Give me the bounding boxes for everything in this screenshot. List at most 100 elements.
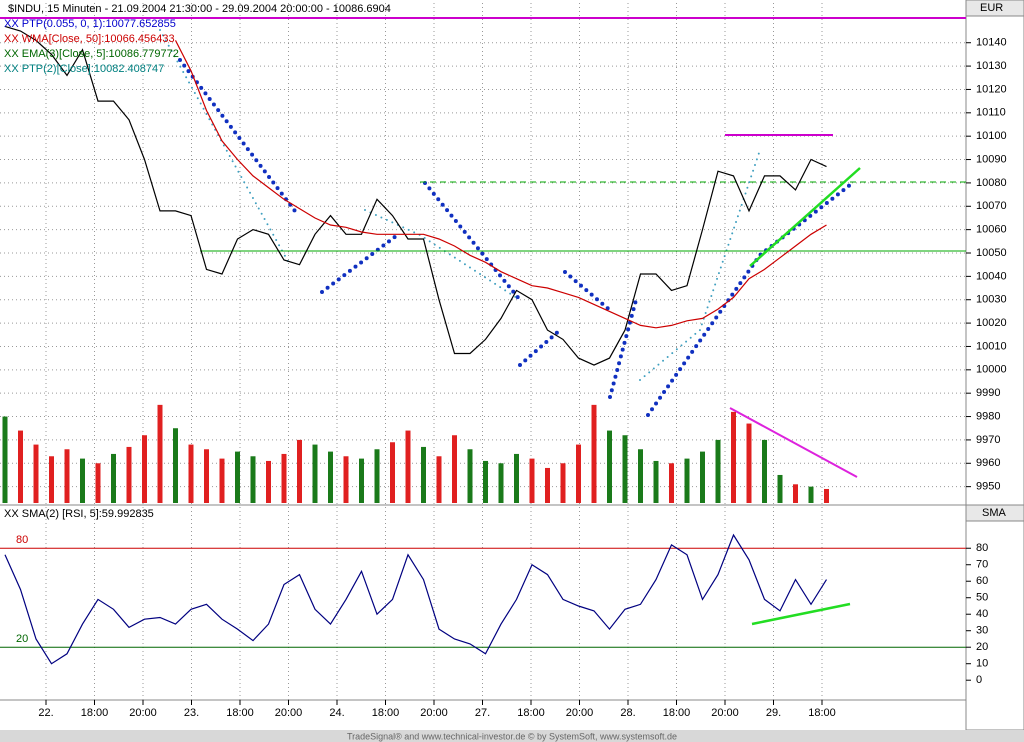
ptp-dots	[178, 58, 300, 217]
ptp2-dots	[364, 209, 521, 301]
volume-bar	[591, 404, 597, 503]
volume-bar	[297, 439, 302, 503]
y-tick-label: 10130	[976, 60, 1007, 72]
volume-bar	[762, 439, 767, 503]
series-line	[4, 25, 827, 366]
x-tick-label: 18:00	[81, 707, 109, 719]
volume-bar	[436, 456, 442, 503]
volume-bar	[746, 423, 752, 503]
volume-trend-line	[729, 407, 858, 478]
x-tick-label: 29.	[766, 707, 781, 719]
chart-header: $INDU, 15 Minuten - 21.09.2004 21:30:00 …	[8, 3, 391, 15]
y-tick-label: 9990	[976, 387, 1000, 399]
volume-bar	[405, 430, 411, 503]
volume-bar	[560, 463, 566, 503]
y-tick-label: 0	[976, 674, 982, 686]
volume-bar	[545, 467, 550, 503]
volume-bar	[18, 430, 23, 503]
volume-bar	[498, 463, 504, 503]
y-tick-label: 10010	[976, 340, 1007, 352]
volume-bar	[49, 456, 54, 503]
volume-bar	[483, 460, 488, 503]
x-tick-label: 20:00	[420, 707, 448, 719]
y-tick-label: 9970	[976, 434, 1000, 446]
ptp-dots	[159, 29, 852, 417]
y-tick-label: 80	[976, 542, 988, 554]
unit-box	[965, 0, 1024, 17]
volume-bar	[281, 453, 287, 503]
y-tick-label: 9950	[976, 481, 1000, 493]
trend-line	[749, 167, 861, 267]
series-line	[174, 40, 827, 329]
x-tick-label: 20:00	[275, 707, 303, 719]
ptp-dots	[423, 181, 522, 302]
unit-label: SMA	[982, 507, 1007, 519]
volume-bar	[669, 463, 674, 503]
volume-bar	[452, 435, 457, 503]
y-tick-label: 60	[976, 575, 988, 587]
marks	[0, 25, 966, 665]
volume-bar	[607, 430, 612, 503]
volume-bar	[2, 416, 8, 503]
labels: 9950996099709980999010000100101002010030…	[4, 18, 1007, 719]
volume-bar	[793, 484, 798, 503]
level-label: 80	[16, 534, 28, 546]
volume-bar	[33, 444, 39, 503]
volume-bar	[204, 449, 209, 503]
volume-bar	[250, 456, 256, 503]
volume-bar	[390, 442, 395, 503]
volume-bar	[219, 458, 225, 503]
y-tick-label: 50	[976, 592, 988, 604]
y-tick-label: 10	[976, 658, 988, 670]
footer-bar	[0, 730, 1024, 742]
volume-bar	[328, 451, 333, 503]
volume-bar	[188, 444, 194, 503]
x-tick-label: 18:00	[808, 707, 836, 719]
x-tick-label: 27.	[475, 707, 490, 719]
y-tick-label: 70	[976, 559, 988, 571]
volume-bar	[467, 449, 473, 503]
x-tick-label: 28.	[620, 707, 635, 719]
x-tick-label: 22.	[38, 707, 53, 719]
legend-entry: XX PTP(2)[Close]:10082.408747	[4, 63, 164, 75]
volume-bar	[421, 446, 426, 503]
legend-entry: XX EMA(3)[Close, 5]:10086.779772	[4, 48, 179, 60]
volume-bar	[312, 444, 318, 503]
x-tick-label: 24.	[329, 707, 344, 719]
x-tick-label: 18:00	[663, 707, 691, 719]
ptp-dots	[608, 298, 638, 399]
y-tick-label: 10090	[976, 153, 1007, 165]
volume-bar	[95, 463, 101, 503]
y-tick-label: 20	[976, 641, 988, 653]
volume-bar	[576, 444, 581, 503]
y-tick-label: 10000	[976, 364, 1007, 376]
panel-title: XX SMA(2) [RSI, 5]:59.992835	[4, 508, 154, 520]
volume-bar	[715, 439, 721, 503]
y-tick-label: 9980	[976, 410, 1000, 422]
volume-bar	[64, 449, 70, 503]
volume-bar	[700, 451, 705, 503]
volume-bar	[126, 446, 132, 503]
unit-label: EUR	[980, 2, 1003, 14]
price-axis-panel	[965, 0, 1024, 731]
volume-bar	[777, 474, 783, 503]
volume-bar	[808, 486, 814, 503]
x-tick-label: 20:00	[711, 707, 739, 719]
y-tick-label: 10070	[976, 200, 1007, 212]
volume-bar	[235, 451, 240, 503]
ptp-dots	[646, 183, 852, 417]
x-tick-label: 20:00	[129, 707, 157, 719]
volume-bar	[824, 488, 829, 503]
volume-bar	[731, 411, 736, 503]
volume-bar	[142, 435, 147, 503]
y-tick-label: 10060	[976, 224, 1007, 236]
volume-bar	[80, 458, 85, 503]
y-tick-label: 10050	[976, 247, 1007, 259]
volume-bar	[622, 435, 628, 503]
y-tick-label: 10080	[976, 177, 1007, 189]
volume-bar	[111, 453, 116, 503]
y-tick-label: 30	[976, 625, 988, 637]
x-tick-label: 18:00	[372, 707, 400, 719]
